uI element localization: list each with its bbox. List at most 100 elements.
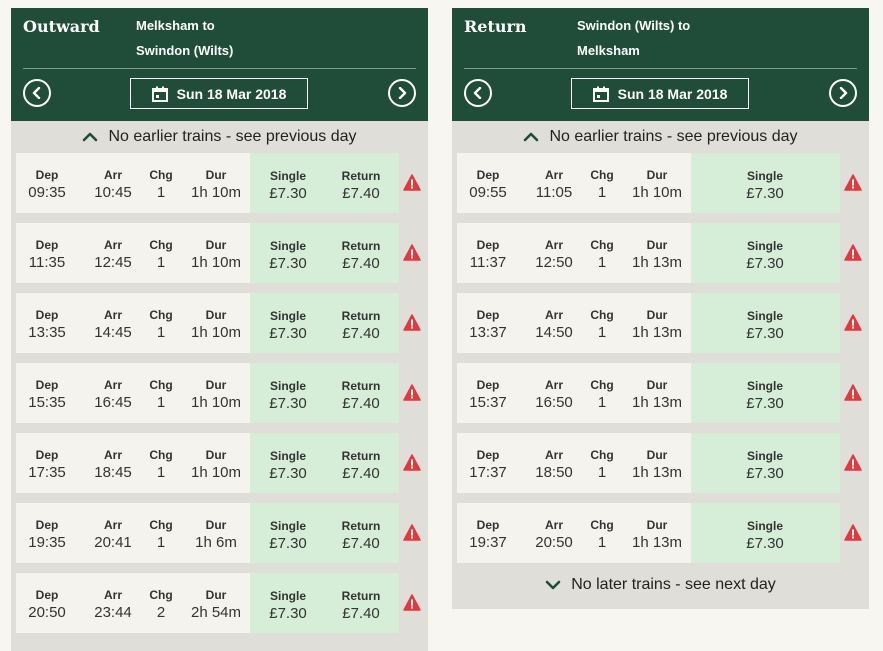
dep-label: Dep [476,518,500,532]
dur-label: Dur [646,238,668,252]
return-fare-label: Return [341,239,381,253]
return-previous-day-button[interactable] [464,79,492,107]
chg-value: 1 [597,534,607,551]
outward-panel: Outward Melksham to Swindon (Wilts) Sun … [11,8,428,651]
single-fare-value: £7.30 [746,395,784,412]
arr-label: Arr [544,308,564,322]
journey-row[interactable]: Dep 09:35 Arr 10:45 Chg 1 Dur 1h 10m Single £7.30… [11,153,428,213]
outward-previous-day-button[interactable] [23,79,51,107]
warning-icon[interactable] [844,454,862,471]
chg-value: 1 [597,254,607,271]
arr-label: Arr [103,448,123,462]
chg-label: Chg [149,448,173,462]
journey-row[interactable]: Dep 17:35 Arr 18:45 Chg 1 Dur 1h 10m Single £7.30… [11,433,428,493]
single-fare-label: Single [746,449,784,463]
fare-cell[interactable]: Single £7.30 Return £7.40 [250,363,399,423]
journey-row[interactable]: Dep 15:37 Arr 16:50 Chg 1 Dur 1h 13m Single £7.30 [452,363,869,423]
fare-cell[interactable]: Single £7.30 Return £7.40 [250,223,399,283]
dep-value: 19:35 [28,534,66,551]
dep-value: 11:35 [28,254,66,271]
return-later-trains-link[interactable]: No later trains - see next day [452,569,869,601]
journey-row[interactable]: Dep 20:50 Arr 23:44 Chg 2 Dur 2h 54m Single £7.30… [11,573,428,633]
dep-label: Dep [476,308,500,322]
warning-icon[interactable] [403,384,421,401]
fare-cell[interactable]: Single £7.30 Return £7.40 [250,573,399,633]
return-earlier-trains-link[interactable]: No earlier trains - see previous day [452,121,869,153]
warning-icon[interactable] [403,454,421,471]
single-fare-value: £7.30 [269,395,307,412]
warning-icon[interactable] [844,244,862,261]
return-date-selector[interactable]: Sun 18 Mar 2018 [571,78,749,109]
chevron-down-icon [545,580,561,590]
journey-times[interactable]: Dep 20:50 Arr 23:44 Chg 2 Dur 2h 54m [16,573,250,633]
dep-label: Dep [35,238,59,252]
arr-label: Arr [103,168,123,182]
fare-cell[interactable]: Single £7.30 [691,433,840,493]
warning-icon[interactable] [403,524,421,541]
single-fare-label: Single [269,519,307,533]
journey-row[interactable]: Dep 19:35 Arr 20:41 Chg 1 Dur 1h 6m Single £7.30 R… [11,503,428,563]
warning-icon[interactable] [403,594,421,611]
journey-row[interactable]: Dep 17:37 Arr 18:50 Chg 1 Dur 1h 13m Single £7.30 [452,433,869,493]
journey-times[interactable]: Dep 15:35 Arr 16:45 Chg 1 Dur 1h 10m [16,363,250,423]
warning-icon[interactable] [844,524,862,541]
return-next-day-button[interactable] [829,79,857,107]
journey-times[interactable]: Dep 17:37 Arr 18:50 Chg 1 Dur 1h 13m [457,433,691,493]
journey-times[interactable]: Dep 09:35 Arr 10:45 Chg 1 Dur 1h 10m [16,153,250,213]
outward-route-to: Swindon (Wilts) [136,43,234,58]
warning-icon[interactable] [403,174,421,191]
outward-next-day-button[interactable] [388,79,416,107]
journey-times[interactable]: Dep 15:37 Arr 16:50 Chg 1 Dur 1h 13m [457,363,691,423]
dep-label: Dep [35,308,59,322]
return-panel: Return Swindon (Wilts) to Melksham Sun 1… [452,8,869,609]
single-fare-value: £7.30 [269,325,307,342]
fare-cell[interactable]: Single £7.30 Return £7.40 [250,433,399,493]
arr-label: Arr [544,238,564,252]
single-fare-value: £7.30 [746,465,784,482]
journey-times[interactable]: Dep 13:37 Arr 14:50 Chg 1 Dur 1h 13m [457,293,691,353]
chg-value: 1 [156,324,166,341]
warning-icon[interactable] [403,244,421,261]
journey-times[interactable]: Dep 19:37 Arr 20:50 Chg 1 Dur 1h 13m [457,503,691,563]
fare-cell[interactable]: Single £7.30 [691,223,840,283]
journey-times[interactable]: Dep 11:37 Arr 12:50 Chg 1 Dur 1h 13m [457,223,691,283]
arr-value: 23:44 [94,604,132,621]
dep-value: 13:35 [28,324,66,341]
fare-cell[interactable]: Single £7.30 Return £7.40 [250,293,399,353]
fare-cell[interactable]: Single £7.30 Return £7.40 [250,503,399,563]
journey-times[interactable]: Dep 09:55 Arr 11:05 Chg 1 Dur 1h 10m [457,153,691,213]
warning-icon[interactable] [844,384,862,401]
dep-value: 19:37 [469,534,507,551]
journey-row[interactable]: Dep 15:35 Arr 16:45 Chg 1 Dur 1h 10m Single £7.30… [11,363,428,423]
dur-label: Dur [205,168,227,182]
dep-value: 09:55 [469,184,507,201]
single-fare-label: Single [269,239,307,253]
chg-label: Chg [149,168,173,182]
journey-row[interactable]: Dep 19:37 Arr 20:50 Chg 1 Dur 1h 13m Single £7.30 [452,503,869,563]
journey-times[interactable]: Dep 17:35 Arr 18:45 Chg 1 Dur 1h 10m [16,433,250,493]
warning-icon[interactable] [844,174,862,191]
warning-icon[interactable] [403,314,421,331]
fare-cell[interactable]: Single £7.30 Return £7.40 [250,153,399,213]
dur-value: 1h 10m [190,394,242,411]
outward-earlier-trains-link[interactable]: No earlier trains - see previous day [11,121,428,153]
journey-row[interactable]: Dep 09:55 Arr 11:05 Chg 1 Dur 1h 10m Single £7.30 [452,153,869,213]
chevron-up-icon [83,132,98,142]
single-fare-label: Single [746,379,784,393]
return-fare-value: £7.40 [342,535,380,552]
journey-row[interactable]: Dep 13:35 Arr 14:45 Chg 1 Dur 1h 10m Single £7.30… [11,293,428,353]
single-fare-value: £7.30 [269,465,307,482]
fare-cell[interactable]: Single £7.30 [691,153,840,213]
fare-cell[interactable]: Single £7.30 [691,293,840,353]
journey-times[interactable]: Dep 11:35 Arr 12:45 Chg 1 Dur 1h 10m [16,223,250,283]
journey-times[interactable]: Dep 13:35 Arr 14:45 Chg 1 Dur 1h 10m [16,293,250,353]
arr-value: 20:50 [535,534,573,551]
outward-date-selector[interactable]: Sun 18 Mar 2018 [130,78,308,109]
warning-icon[interactable] [844,314,862,331]
fare-cell[interactable]: Single £7.30 [691,503,840,563]
journey-row[interactable]: Dep 11:37 Arr 12:50 Chg 1 Dur 1h 13m Single £7.30 [452,223,869,283]
fare-cell[interactable]: Single £7.30 [691,363,840,423]
journey-row[interactable]: Dep 13:37 Arr 14:50 Chg 1 Dur 1h 13m Single £7.30 [452,293,869,353]
journey-times[interactable]: Dep 19:35 Arr 20:41 Chg 1 Dur 1h 6m [16,503,250,563]
journey-row[interactable]: Dep 11:35 Arr 12:45 Chg 1 Dur 1h 10m Single £7.30… [11,223,428,283]
